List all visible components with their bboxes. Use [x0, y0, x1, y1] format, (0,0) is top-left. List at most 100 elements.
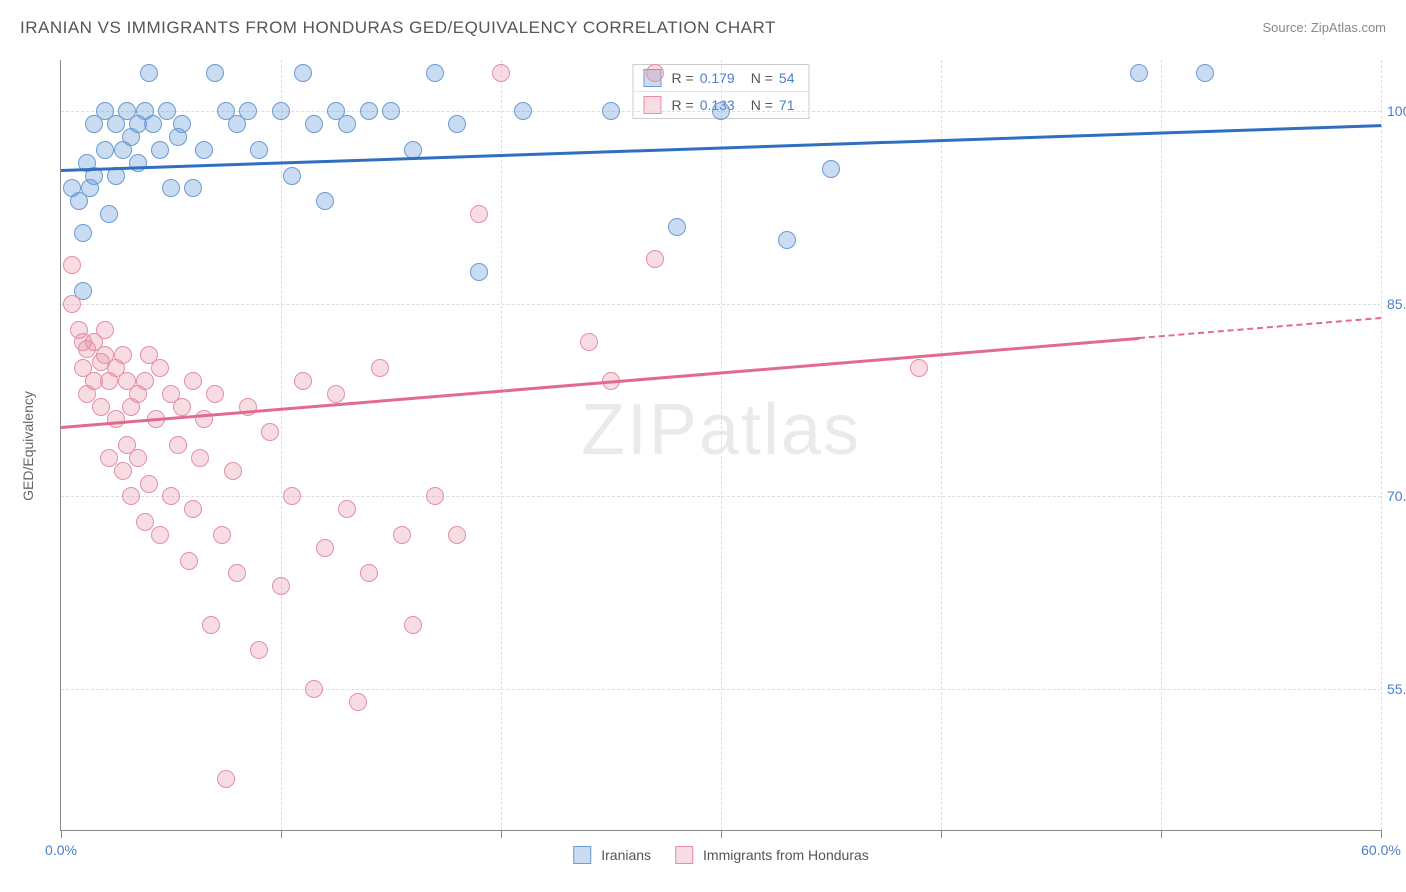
legend-r-value-0: 0.179 [700, 70, 735, 86]
data-point-iranians [470, 263, 488, 281]
data-point-honduras [470, 205, 488, 223]
data-point-iranians [360, 102, 378, 120]
data-point-iranians [1130, 64, 1148, 82]
x-tick [721, 830, 722, 838]
data-point-honduras [360, 564, 378, 582]
watermark-zip: ZIP [581, 390, 699, 470]
y-tick-label: 55.0% [1387, 681, 1406, 697]
data-point-honduras [162, 487, 180, 505]
y-tick-label: 85.0% [1387, 296, 1406, 312]
chart-title: IRANIAN VS IMMIGRANTS FROM HONDURAS GED/… [20, 18, 776, 38]
data-point-honduras [316, 539, 334, 557]
data-point-honduras [184, 500, 202, 518]
data-point-honduras [338, 500, 356, 518]
data-point-iranians [514, 102, 532, 120]
data-point-iranians [184, 179, 202, 197]
legend-item-0: Iranians [573, 846, 651, 864]
data-point-honduras [217, 770, 235, 788]
data-point-iranians [96, 141, 114, 159]
data-point-honduras [327, 385, 345, 403]
data-point-honduras [180, 552, 198, 570]
data-point-iranians [426, 64, 444, 82]
data-point-honduras [107, 410, 125, 428]
gridline-v [1381, 60, 1382, 830]
gridline-v [721, 60, 722, 830]
data-point-honduras [228, 564, 246, 582]
data-point-honduras [114, 346, 132, 364]
x-tick [281, 830, 282, 838]
data-point-iranians [294, 64, 312, 82]
x-tick [941, 830, 942, 838]
data-point-iranians [195, 141, 213, 159]
data-point-honduras [191, 449, 209, 467]
data-point-honduras [448, 526, 466, 544]
data-point-honduras [272, 577, 290, 595]
data-point-honduras [250, 641, 268, 659]
legend-label-1: Immigrants from Honduras [703, 847, 869, 863]
data-point-honduras [151, 526, 169, 544]
legend-n-value-0: 54 [779, 70, 795, 86]
data-point-honduras [305, 680, 323, 698]
data-point-iranians [448, 115, 466, 133]
legend-swatch-b0 [573, 846, 591, 864]
data-point-iranians [74, 224, 92, 242]
x-tick [61, 830, 62, 838]
x-tick [501, 830, 502, 838]
data-point-honduras [646, 64, 664, 82]
data-point-iranians [151, 141, 169, 159]
y-tick-label: 70.0% [1387, 488, 1406, 504]
gridline-v [1161, 60, 1162, 830]
data-point-honduras [646, 250, 664, 268]
data-point-iranians [316, 192, 334, 210]
data-point-honduras [122, 487, 140, 505]
y-axis-label: GED/Equivalency [20, 391, 36, 501]
gridline-v [501, 60, 502, 830]
data-point-iranians [250, 141, 268, 159]
data-point-honduras [114, 462, 132, 480]
data-point-iranians [173, 115, 191, 133]
x-tick-label: 60.0% [1361, 842, 1401, 858]
data-point-honduras [213, 526, 231, 544]
data-point-honduras [151, 359, 169, 377]
data-point-iranians [712, 102, 730, 120]
data-point-iranians [382, 102, 400, 120]
source-label: Source: ZipAtlas.com [1262, 20, 1386, 35]
trend-line [61, 337, 1139, 429]
x-tick [1381, 830, 1382, 838]
data-point-iranians [283, 167, 301, 185]
data-point-honduras [404, 616, 422, 634]
data-point-honduras [206, 385, 224, 403]
watermark-atlas: atlas [699, 390, 861, 470]
data-point-honduras [63, 295, 81, 313]
data-point-honduras [169, 436, 187, 454]
data-point-honduras [580, 333, 598, 351]
data-point-iranians [239, 102, 257, 120]
data-point-honduras [283, 487, 301, 505]
data-point-honduras [261, 423, 279, 441]
data-point-honduras [426, 487, 444, 505]
legend-r-label-0: R = [672, 70, 694, 86]
legend-n-label-0: N = [751, 70, 773, 86]
legend-swatch-b1 [675, 846, 693, 864]
legend-series: Iranians Immigrants from Honduras [573, 846, 869, 864]
data-point-iranians [338, 115, 356, 133]
gridline-v [941, 60, 942, 830]
data-point-honduras [224, 462, 242, 480]
data-point-honduras [136, 372, 154, 390]
data-point-honduras [371, 359, 389, 377]
data-point-honduras [140, 475, 158, 493]
y-tick-label: 100.0% [1387, 103, 1406, 119]
trend-line [1139, 317, 1381, 339]
data-point-honduras [492, 64, 510, 82]
gridline-v [281, 60, 282, 830]
data-point-honduras [393, 526, 411, 544]
data-point-honduras [129, 449, 147, 467]
data-point-iranians [140, 64, 158, 82]
data-point-iranians [778, 231, 796, 249]
data-point-iranians [668, 218, 686, 236]
plot-area: ZIPatlas R = 0.179 N = 54 R = 0.133 N = … [60, 60, 1381, 831]
data-point-iranians [1196, 64, 1214, 82]
x-tick [1161, 830, 1162, 838]
data-point-honduras [910, 359, 928, 377]
x-tick-label: 0.0% [45, 842, 77, 858]
